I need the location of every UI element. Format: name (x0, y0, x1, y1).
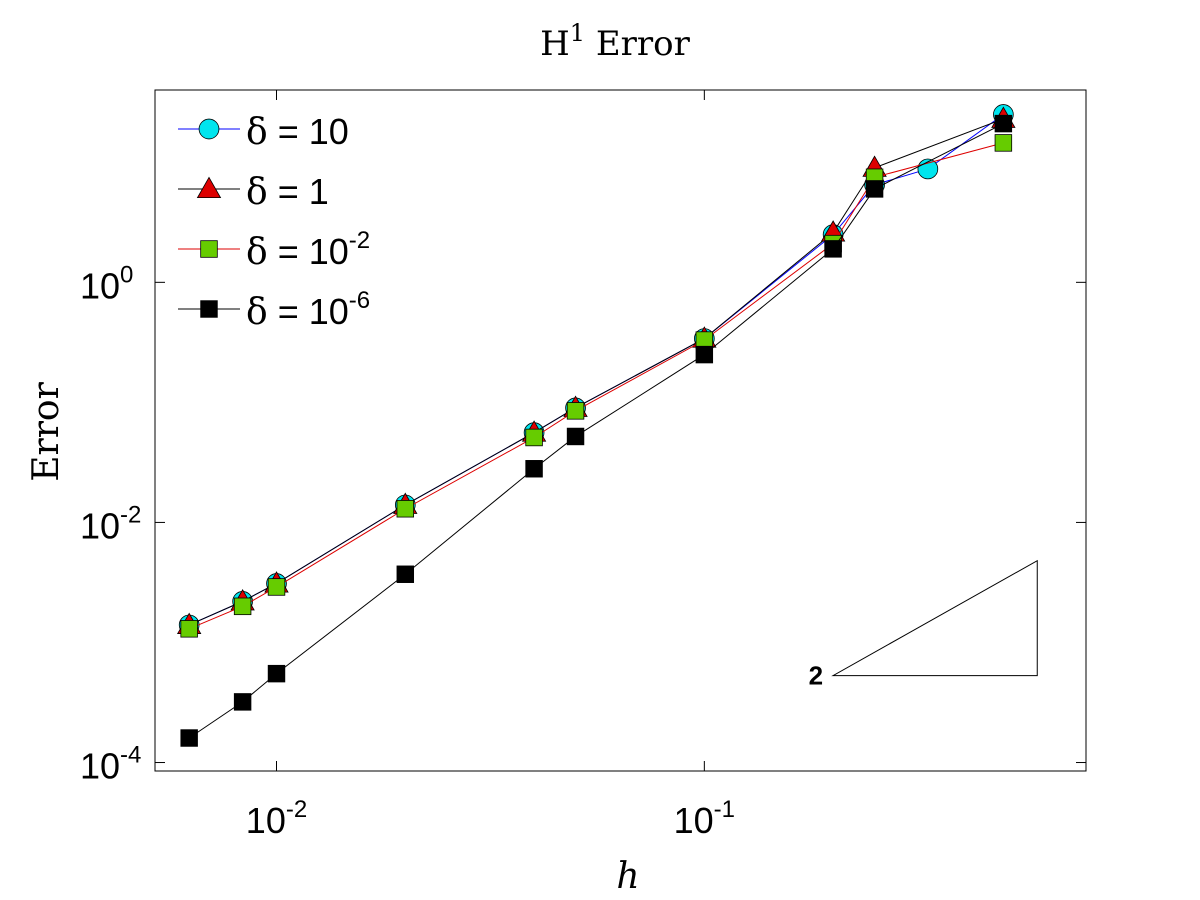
x-tick-label: 10-1 (674, 796, 735, 841)
series-line (188, 123, 1004, 739)
y-tick-label: 10-4 (80, 742, 141, 787)
legend-label: δ = 10-2 (246, 227, 370, 273)
x-axis-label: h (616, 856, 639, 897)
y-tick-label: 100 (80, 261, 133, 306)
y-tick-label-exponent: -4 (120, 742, 141, 769)
legend-label-text: = 10 (268, 111, 349, 152)
y-tick-label-exponent: 0 (120, 261, 133, 288)
y-tick-label-base: 10 (80, 265, 120, 306)
legend-label-symbol: δ (246, 172, 268, 213)
data-point (233, 693, 252, 711)
data-point (865, 180, 884, 198)
legend-label-symbol: δ (246, 232, 268, 273)
y-tick-label: 10-2 (80, 501, 141, 546)
data-point (566, 402, 585, 420)
y-tick-label-exponent: -2 (120, 501, 141, 528)
series-group (176, 104, 1016, 747)
y-axis-label: Error (26, 381, 67, 481)
series-4 (180, 114, 1013, 747)
data-point (180, 729, 198, 747)
legend-label: δ = 10 (246, 111, 349, 153)
legend-entry-4: δ = 10-6 (178, 287, 370, 333)
marker-circle (198, 118, 220, 140)
data-point (994, 134, 1013, 152)
legend-label-text: = 10 (268, 291, 349, 332)
legend-label-text: = 1 (268, 171, 329, 212)
x-tick-label-base: 10 (674, 800, 714, 841)
legend-entry-2: δ = 1 (178, 171, 329, 213)
legend-label: δ = 1 (246, 171, 329, 213)
legend-label-text: = 10 (268, 231, 349, 272)
data-point (824, 240, 842, 258)
legend-label: δ = 10-6 (246, 287, 370, 333)
title-superscript: 1 (570, 19, 585, 47)
data-point (180, 620, 198, 638)
data-point (994, 114, 1013, 133)
legend-label-exponent: -6 (349, 287, 370, 314)
y-tick-label-base: 10 (80, 505, 120, 546)
slope-label: 2 (809, 661, 823, 691)
legend-entry-3: δ = 10-2 (178, 227, 370, 273)
series-line (188, 142, 1004, 630)
x-tick-label: 10-2 (246, 796, 307, 841)
plot-frame (154, 89, 1087, 772)
series-3 (180, 134, 1013, 638)
data-point (396, 500, 415, 518)
title-rest: Error (585, 24, 691, 64)
slope-triangle (831, 559, 1038, 677)
data-point (695, 345, 714, 364)
legend: δ = 10δ = 1δ = 10-2δ = 10-6 (178, 111, 370, 333)
y-tick-label-base: 10 (80, 746, 120, 787)
marker-square (200, 300, 218, 318)
legend-label-exponent: -2 (349, 227, 370, 254)
x-tick-label-exponent: -1 (714, 796, 735, 823)
slope-triangle-group: 2 (809, 559, 1038, 691)
marker-triangle (196, 176, 222, 199)
marker-square (200, 240, 218, 258)
chart-title: H1 Error (540, 19, 691, 64)
x-tick-label-base: 10 (246, 800, 286, 841)
legend-label-symbol: δ (246, 292, 268, 333)
data-point (525, 460, 543, 478)
data-point (525, 428, 543, 447)
data-point (267, 578, 286, 596)
legend-entry-1: δ = 10 (178, 111, 349, 153)
title-base: H (540, 24, 570, 64)
data-point (233, 597, 252, 616)
data-point (566, 427, 585, 446)
x-tick-label-exponent: -2 (286, 796, 307, 823)
data-point (396, 565, 415, 583)
legend-label-symbol: δ (246, 112, 268, 153)
data-point (267, 664, 286, 683)
series-line (188, 118, 1004, 626)
